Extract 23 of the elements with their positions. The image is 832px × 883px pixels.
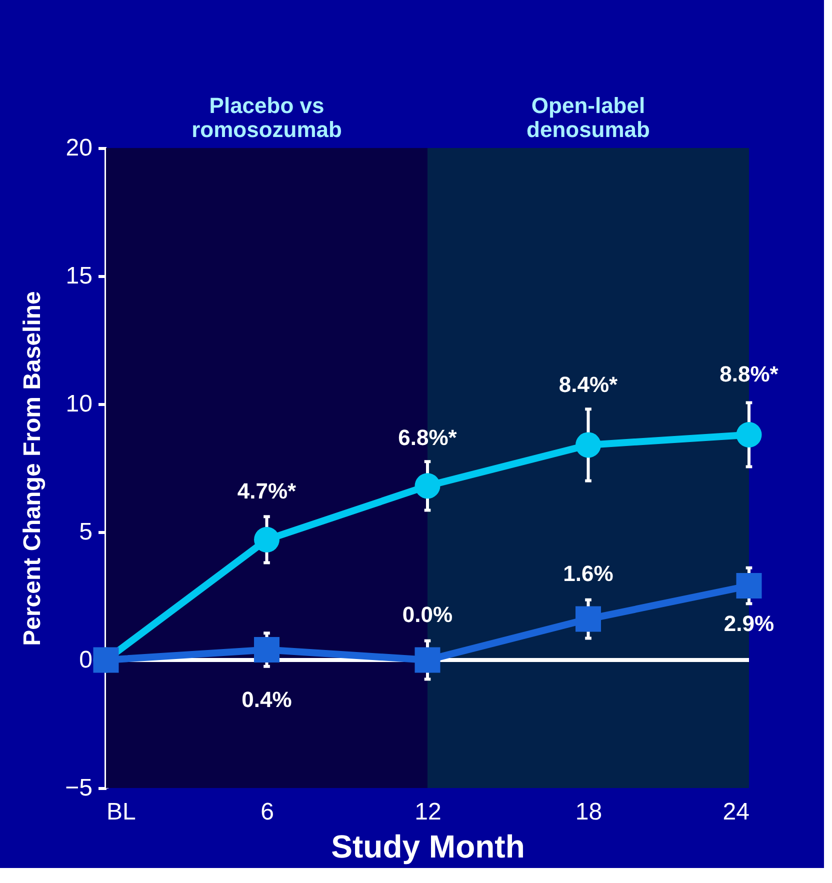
x-tick-label: 18 bbox=[575, 798, 602, 826]
y-tick-label: 5 bbox=[79, 518, 92, 546]
y-axis-title: Percent Change From Baseline bbox=[19, 291, 46, 646]
x-tick-label: BL bbox=[106, 798, 136, 826]
data-label: 1.6% bbox=[563, 561, 614, 586]
y-tick-label: 20 bbox=[66, 134, 92, 162]
y-tick-label: 0 bbox=[79, 646, 92, 674]
x-tick-label: 12 bbox=[414, 798, 442, 826]
x-tick-label: 24 bbox=[722, 798, 750, 826]
band-label: Open-label denosumab bbox=[526, 93, 650, 142]
x-tick-label: 6 bbox=[260, 798, 274, 826]
x-axis-title: Study Month bbox=[331, 828, 525, 864]
data-label: 4.7%* bbox=[237, 478, 297, 504]
band-label: Placebo vs romosozumab bbox=[192, 93, 342, 142]
data-label: 8.8%* bbox=[720, 362, 779, 387]
y-tick-label: −5 bbox=[65, 774, 92, 802]
data-label: 8.4%* bbox=[558, 372, 618, 397]
y-tick-label: 15 bbox=[66, 262, 92, 290]
data-label: 2.9% bbox=[724, 610, 774, 636]
data-label: 0.4% bbox=[242, 686, 292, 712]
data-label: 0.0% bbox=[402, 602, 453, 627]
y-tick-label: 10 bbox=[66, 390, 92, 418]
data-label: 6.8%* bbox=[398, 424, 458, 450]
